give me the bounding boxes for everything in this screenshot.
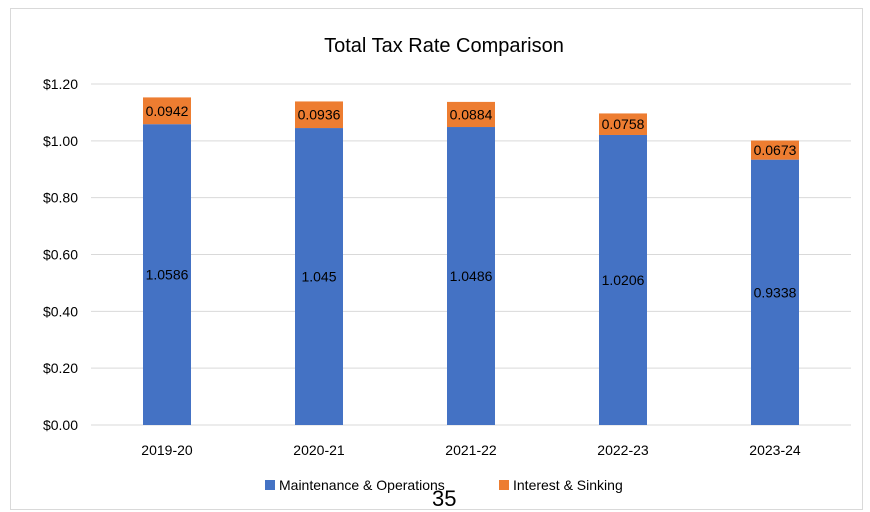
data-label: 0.9338 [754, 284, 797, 300]
x-tick-label: 2020-21 [293, 442, 345, 458]
bar-interest-sinking [751, 140, 799, 160]
data-label: 0.0673 [754, 142, 797, 158]
data-label: 1.045 [301, 269, 336, 285]
y-tick-label: $0.60 [43, 247, 78, 263]
chart-svg: Total Tax Rate Comparison $0.00 $0.20 $0.4… [43, 35, 851, 493]
data-label: 1.0586 [146, 267, 189, 283]
data-label: 0.0936 [298, 107, 341, 123]
data-label: 1.0486 [450, 268, 493, 284]
data-label: 0.0758 [602, 116, 645, 132]
x-tick-label: 2022-23 [597, 442, 649, 458]
chart-frame: Total Tax Rate Comparison $0.00 $0.20 $0.4… [10, 8, 863, 510]
y-tick-label: $1.00 [43, 133, 78, 149]
bar-maintenance-operations [295, 128, 343, 425]
x-tick-label: 2019-20 [141, 442, 193, 458]
legend-swatch [499, 480, 509, 490]
y-tick-label: $1.20 [43, 76, 78, 92]
bar-maintenance-operations [447, 127, 495, 426]
chart-title: Total Tax Rate Comparison [324, 35, 564, 57]
data-label: 0.0884 [450, 106, 493, 122]
page-number: 35 [432, 486, 457, 511]
bar-maintenance-operations [751, 159, 799, 425]
y-tick-label: $0.80 [43, 190, 78, 206]
bar-interest-sinking [599, 113, 647, 135]
y-axis-ticks: $0.00 $0.20 $0.40 $0.60 $0.80 $1.00 $1.20 [43, 76, 78, 433]
data-label: 0.0942 [146, 103, 189, 119]
data-label: 1.0206 [602, 272, 645, 288]
bars [143, 97, 799, 426]
bar-interest-sinking [295, 101, 343, 129]
bar-maintenance-operations [599, 134, 647, 425]
y-tick-label: $0.00 [43, 417, 78, 433]
x-tick-label: 2021-22 [445, 442, 497, 458]
data-labels: 1.0586 0.0942 1.045 0.0936 1.0486 0.0884 1.020… [146, 103, 797, 301]
x-tick-label: 2023-24 [749, 442, 801, 458]
bar-interest-sinking [447, 101, 495, 128]
x-axis-ticks: 2019-20 2020-21 2021-22 2022-23 2023-24 [141, 442, 801, 458]
bar-maintenance-operations [143, 124, 191, 426]
y-tick-label: $0.20 [43, 360, 78, 376]
legend-label: Interest & Sinking [513, 477, 623, 493]
y-tick-label: $0.40 [43, 303, 78, 319]
legend-label: Maintenance & Operations [279, 477, 445, 493]
legend: Maintenance & Operations Interest & Sinki… [265, 477, 623, 493]
legend-swatch [265, 480, 275, 490]
bar-interest-sinking [143, 97, 191, 125]
